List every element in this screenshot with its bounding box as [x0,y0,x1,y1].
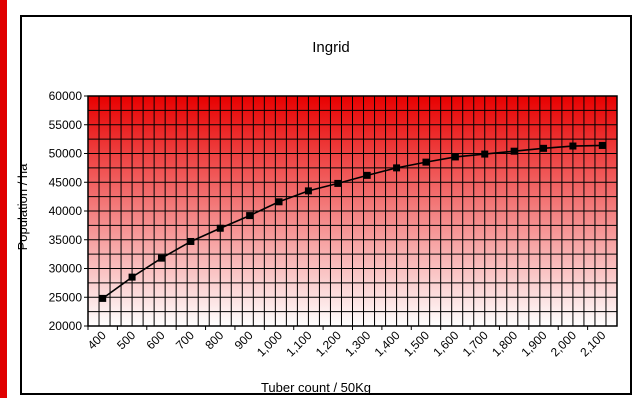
data-point-marker [451,153,459,161]
x-tick-label: 600 [144,328,168,352]
data-point-marker [216,224,224,232]
x-tick-label: 2,000 [548,328,579,359]
x-tick-label: 1,600 [430,328,461,359]
data-point-marker [334,179,342,187]
data-point-marker [187,237,195,245]
x-tick-label: 800 [202,328,226,352]
data-point-marker [481,150,489,158]
x-tick-label: 1,100 [283,328,314,359]
x-axis-label: Tuber count / 50Kg [261,380,371,395]
y-tick-label: 55000 [49,118,83,132]
data-point-marker [99,294,107,302]
x-tick-label: 1,400 [372,328,403,359]
chart-title: Ingrid [312,39,350,56]
x-tick-label: 1,300 [342,328,373,359]
data-point-marker [246,212,254,220]
data-point-marker [510,147,518,155]
x-tick-label: 1,800 [489,328,520,359]
data-point-marker [157,254,165,262]
data-point-marker [569,142,577,150]
data-point-marker [128,273,136,281]
y-tick-label: 50000 [49,147,83,161]
data-point-marker [304,187,312,195]
data-point-marker [393,164,401,172]
data-point-marker [422,158,430,166]
x-tick-label: 1,200 [313,328,344,359]
data-point-marker [275,198,283,206]
x-tick-label: 400 [85,328,109,352]
x-tick-label: 900 [232,328,256,352]
y-tick-label: 45000 [49,175,83,189]
y-axis-label: Population / ha [15,163,30,251]
x-tick-label: 1,900 [519,328,550,359]
x-tick-label: 500 [114,328,138,352]
data-point-marker [598,141,606,149]
y-tick-label: 20000 [49,319,83,333]
data-point-marker [540,144,548,152]
y-tick-label: 30000 [49,262,83,276]
x-tick-label: 2,100 [577,328,608,359]
x-tick-label: 1,500 [401,328,432,359]
data-point-marker [363,171,371,179]
y-tick-label: 40000 [49,204,83,218]
x-tick-label: 1,000 [254,328,285,359]
y-tick-label: 25000 [49,290,83,304]
y-tick-label: 60000 [49,89,83,103]
x-tick-label: 700 [173,328,197,352]
series-line [102,144,603,300]
y-tick-label: 35000 [49,233,83,247]
x-tick-label: 1,700 [460,328,491,359]
